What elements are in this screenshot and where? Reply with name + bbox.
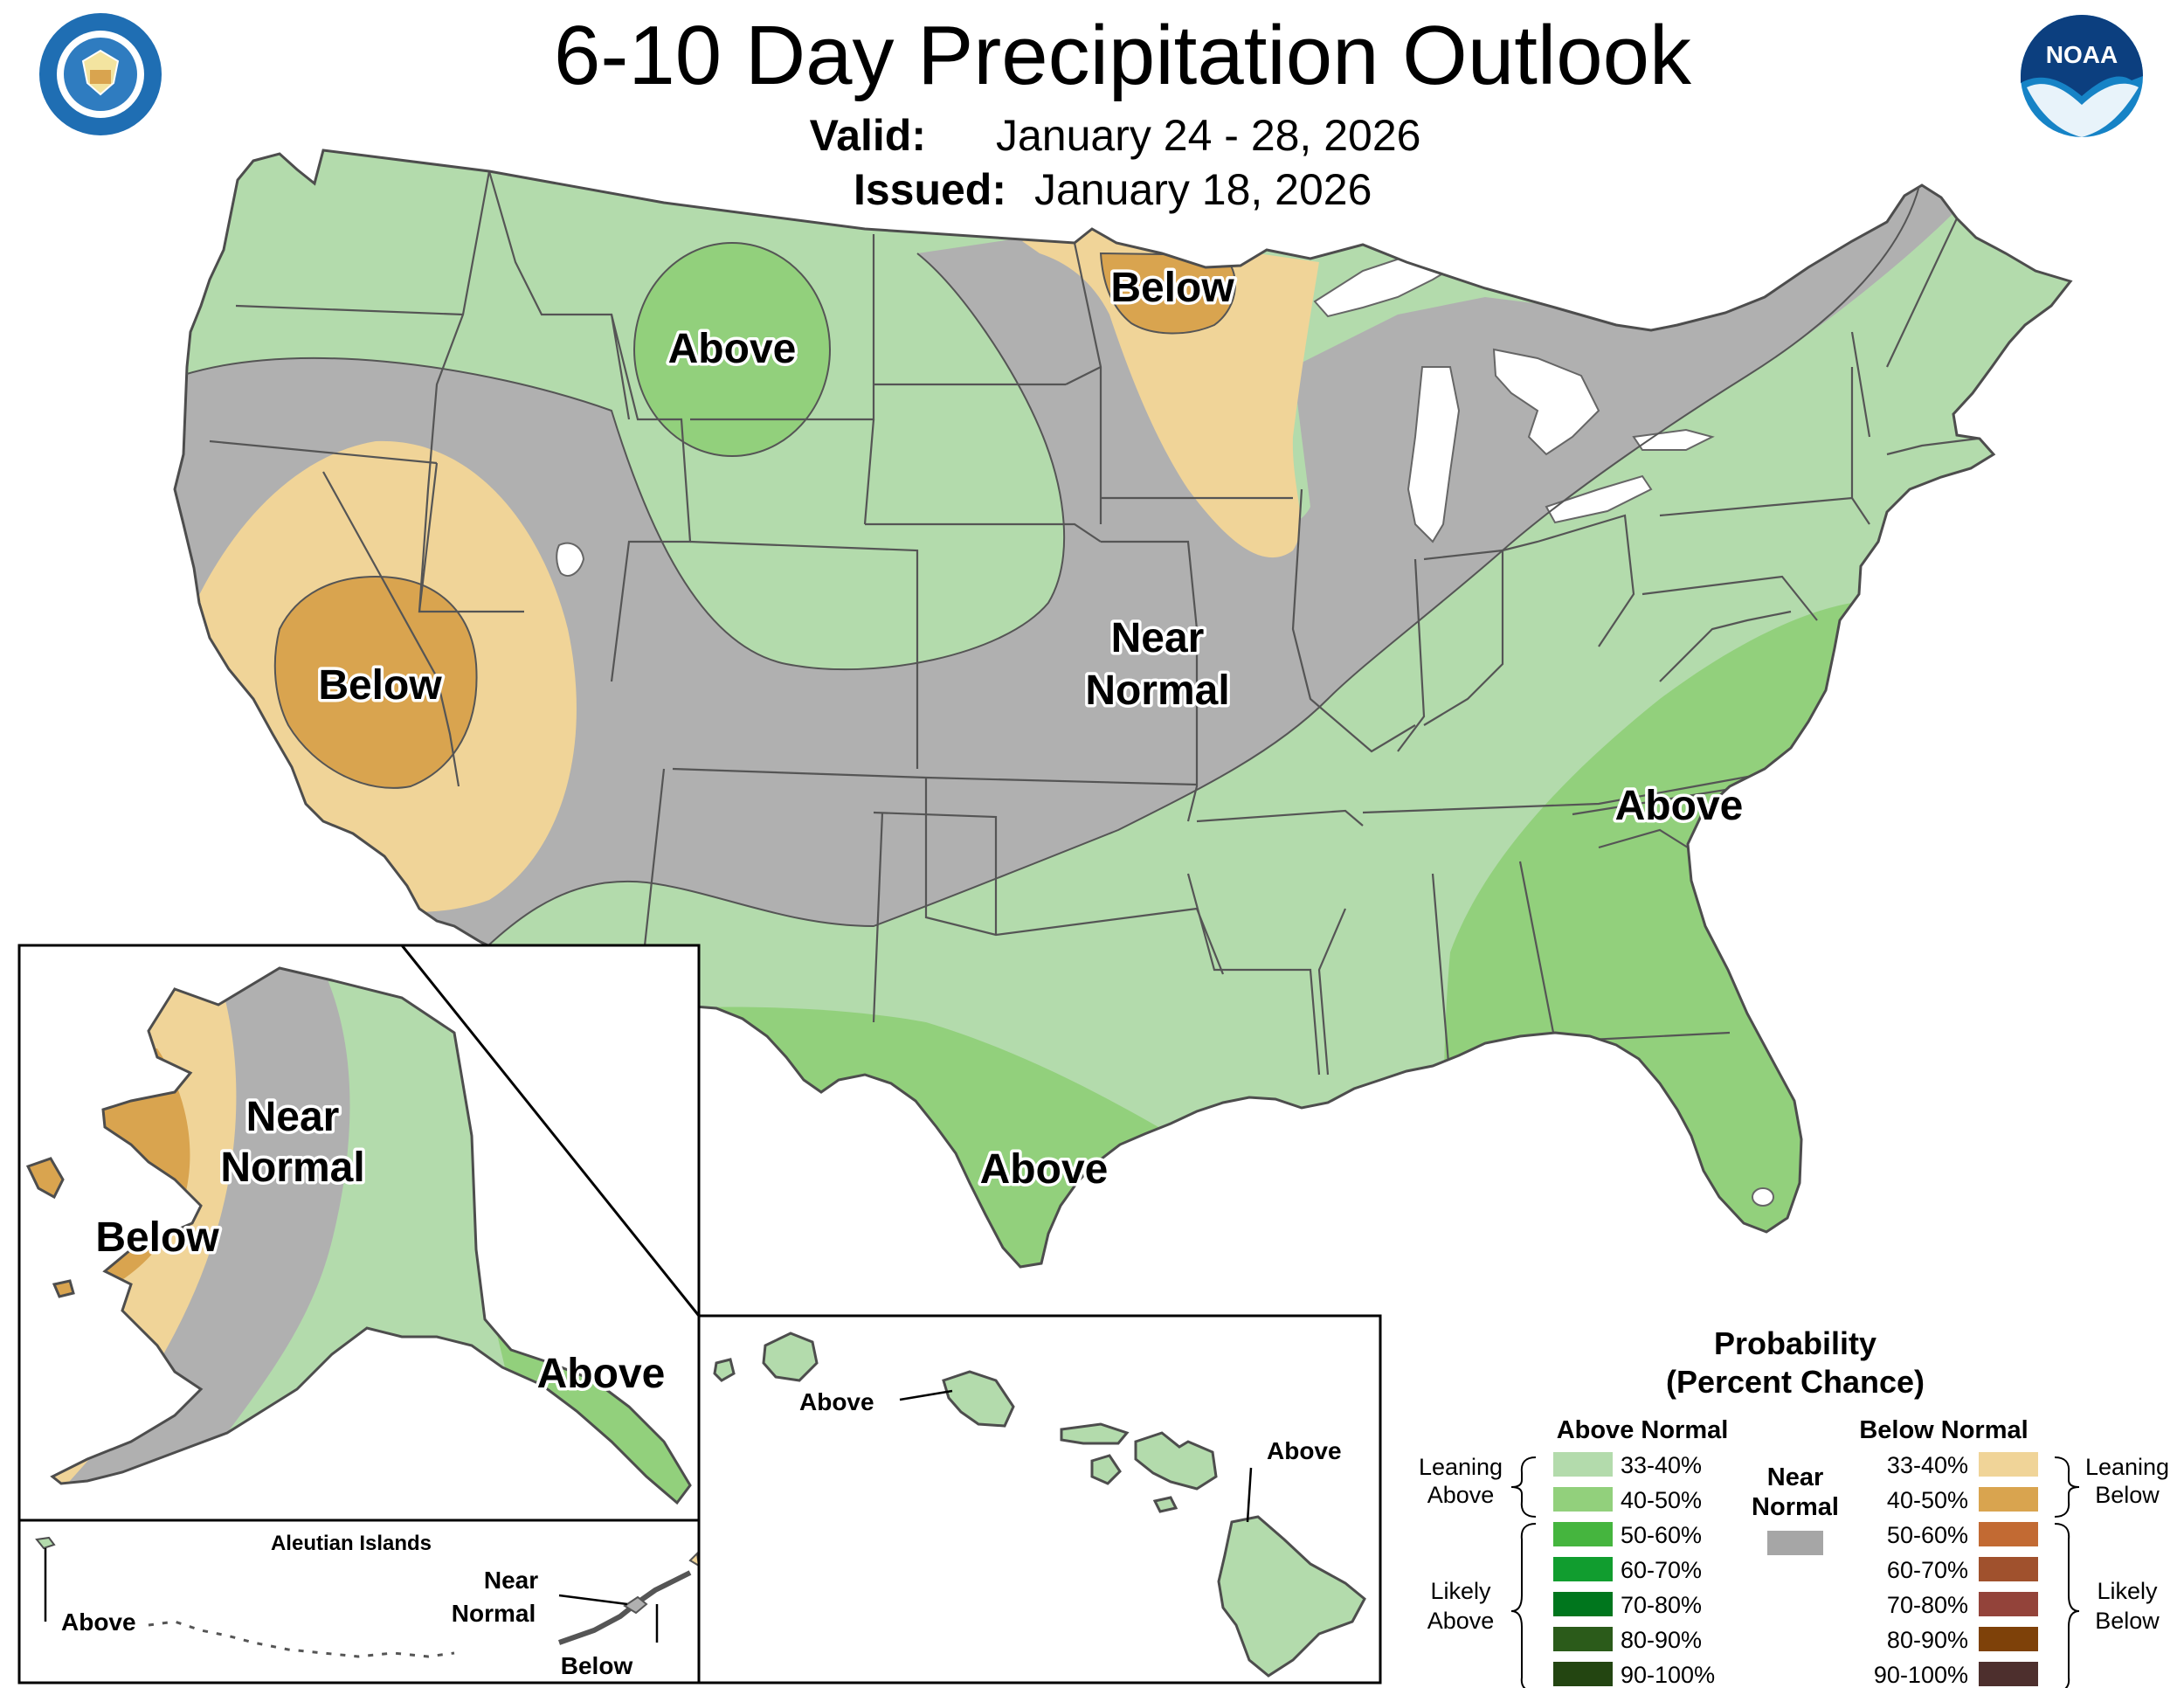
- aleutian-label-near-2: Normal: [452, 1600, 536, 1627]
- aleutian-label-above: Above: [61, 1608, 136, 1636]
- legend-swatch-above-1: [1553, 1452, 1613, 1477]
- legend-likely-below-1: Likely: [2097, 1578, 2158, 1604]
- legend-leaning-below-2: Below: [2095, 1482, 2160, 1508]
- label-ak-below: Below: [95, 1214, 219, 1261]
- legend-range-above-3: 50-60%: [1621, 1522, 1702, 1548]
- legend-range-above-1: 33-40%: [1621, 1452, 1702, 1478]
- label-ak-near-normal: Near: [246, 1094, 340, 1140]
- niihau: [713, 1358, 736, 1382]
- below-40-zone-southwest: [273, 575, 478, 789]
- legend-leaning-above-2: Above: [1427, 1482, 1495, 1508]
- commerce-seal-logo: [39, 13, 162, 135]
- legend-near-label-2: Normal: [1752, 1493, 1839, 1521]
- above-40-zone-montana: [633, 242, 831, 457]
- legend-range-above-2: 40-50%: [1621, 1487, 1702, 1513]
- label-above-southeast: Above: [1615, 783, 1744, 829]
- brace-likely-below: [2054, 1523, 2080, 1688]
- valid-dates: January 24 - 28, 2026: [996, 111, 1420, 160]
- hawaii-label-above-oahu: Above: [799, 1388, 874, 1415]
- legend-likely-below-2: Below: [2095, 1608, 2160, 1634]
- label-ak-above: Above: [537, 1351, 666, 1397]
- legend-above-header: Above Normal: [1557, 1416, 1729, 1444]
- legend-swatch-above-2: [1553, 1487, 1613, 1512]
- legend-range-below-7: 90-100%: [1874, 1662, 1968, 1688]
- noaa-logo-text: NOAA: [2046, 41, 2118, 68]
- lake-ontario: [1632, 428, 1715, 451]
- legend-range-above-7: 90-100%: [1621, 1662, 1715, 1688]
- legend-near-label-1: Near: [1767, 1463, 1824, 1491]
- big-island: [1217, 1515, 1366, 1678]
- brace-likely-above: [1510, 1523, 1537, 1688]
- brace-leaning-below: [2054, 1456, 2080, 1518]
- lake-erie: [1545, 474, 1653, 524]
- legend-title-2: (Percent Chance): [1666, 1364, 1925, 1400]
- legend-swatch-above-4: [1553, 1557, 1613, 1581]
- legend-swatch-below-1: [1979, 1452, 2038, 1477]
- hawaii-label-above-big-island: Above: [1267, 1437, 1342, 1464]
- noaa-logo: NOAA: [2021, 15, 2143, 137]
- maui: [1134, 1431, 1218, 1491]
- lake-huron: [1492, 348, 1600, 456]
- molokai: [1060, 1422, 1130, 1445]
- legend-swatch-below-5: [1979, 1592, 2038, 1616]
- map-title: 6-10 Day Precipitation Outlook: [554, 9, 1692, 102]
- legend-swatch-below-6: [1979, 1627, 2038, 1651]
- legend-below-header: Below Normal: [1859, 1416, 2028, 1444]
- legend-range-above-6: 80-90%: [1621, 1627, 1702, 1653]
- below-40-zone-upper-midwest: [1099, 252, 1236, 335]
- legend-swatch-above-5: [1553, 1592, 1613, 1616]
- legend-rows: 33-40% 40-50% 50-60% 60-70% 70-80% 80-90% 90-1…: [1553, 1452, 2038, 1688]
- zone-edge-north: [175, 253, 1066, 671]
- legend-range-below-6: 80-90%: [1887, 1627, 1968, 1653]
- issued-date: January 18, 2026: [1034, 165, 1372, 214]
- legend-near-swatch: [1767, 1531, 1823, 1555]
- legend-range-above-5: 70-80%: [1621, 1592, 1702, 1618]
- brace-leaning-above: [1510, 1456, 1537, 1518]
- legend-title-1: Probability: [1714, 1325, 1876, 1361]
- label-below-upper-midwest: Below: [1110, 265, 1234, 311]
- legend-swatch-above-3: [1553, 1522, 1613, 1546]
- legend-range-above-4: 60-70%: [1621, 1557, 1702, 1583]
- kahoolawe: [1152, 1496, 1178, 1513]
- aleutian-label-near: Near: [484, 1567, 538, 1594]
- legend-swatch-below-2: [1979, 1487, 2038, 1512]
- legend-swatch-above-6: [1553, 1627, 1613, 1651]
- label-near-normal-central-2: Normal: [1085, 668, 1229, 714]
- lake-okeechobee: [1752, 1187, 1774, 1207]
- aleutian-title: Aleutian Islands: [271, 1532, 432, 1555]
- alaska-inset: [17, 944, 701, 1522]
- zone-edge-south: [453, 174, 1923, 979]
- great-salt-lake: [556, 542, 585, 577]
- valid-label: Valid:: [810, 111, 926, 160]
- legend-range-below-3: 50-60%: [1887, 1522, 1968, 1548]
- label-ak-near-normal-2: Normal: [220, 1145, 364, 1191]
- lake-michigan: [1406, 366, 1461, 543]
- legend-range-below-2: 40-50%: [1887, 1487, 1968, 1513]
- legend-range-below-1: 33-40%: [1887, 1452, 1968, 1478]
- legend-swatch-below-3: [1979, 1522, 2038, 1546]
- legend-likely-above-2: Above: [1427, 1608, 1495, 1634]
- legend-swatch-below-7: [1979, 1662, 2038, 1686]
- legend-swatch-above-7: [1553, 1662, 1613, 1686]
- legend-leaning-below-1: Leaning: [2085, 1454, 2169, 1480]
- aleutian-label-below: Below: [561, 1652, 633, 1679]
- kauai: [762, 1332, 819, 1382]
- legend-leaning-above-1: Leaning: [1419, 1454, 1503, 1480]
- legend-range-below-5: 70-80%: [1887, 1592, 1968, 1618]
- legend-range-below-4: 60-70%: [1887, 1557, 1968, 1583]
- oahu: [942, 1370, 1015, 1428]
- below-lean-zone-upper-midwest: [1022, 229, 1319, 558]
- label-above-texas: Above: [980, 1146, 1109, 1193]
- label-above-montana: Above: [668, 326, 797, 372]
- aleutian-inset: Aleutian Islands Above Near Normal Below: [17, 1519, 701, 1685]
- label-near-normal-central: Near: [1111, 615, 1205, 661]
- hawaii-inset: Above Above: [697, 1314, 1382, 1685]
- lanai: [1090, 1454, 1122, 1485]
- legend: Probability (Percent Chance) Above Norma…: [1419, 1325, 2169, 1688]
- legend-likely-above-1: Likely: [1430, 1578, 1491, 1604]
- issued-label: Issued:: [854, 165, 1006, 214]
- legend-swatch-below-4: [1979, 1557, 2038, 1581]
- label-below-southwest: Below: [318, 662, 442, 709]
